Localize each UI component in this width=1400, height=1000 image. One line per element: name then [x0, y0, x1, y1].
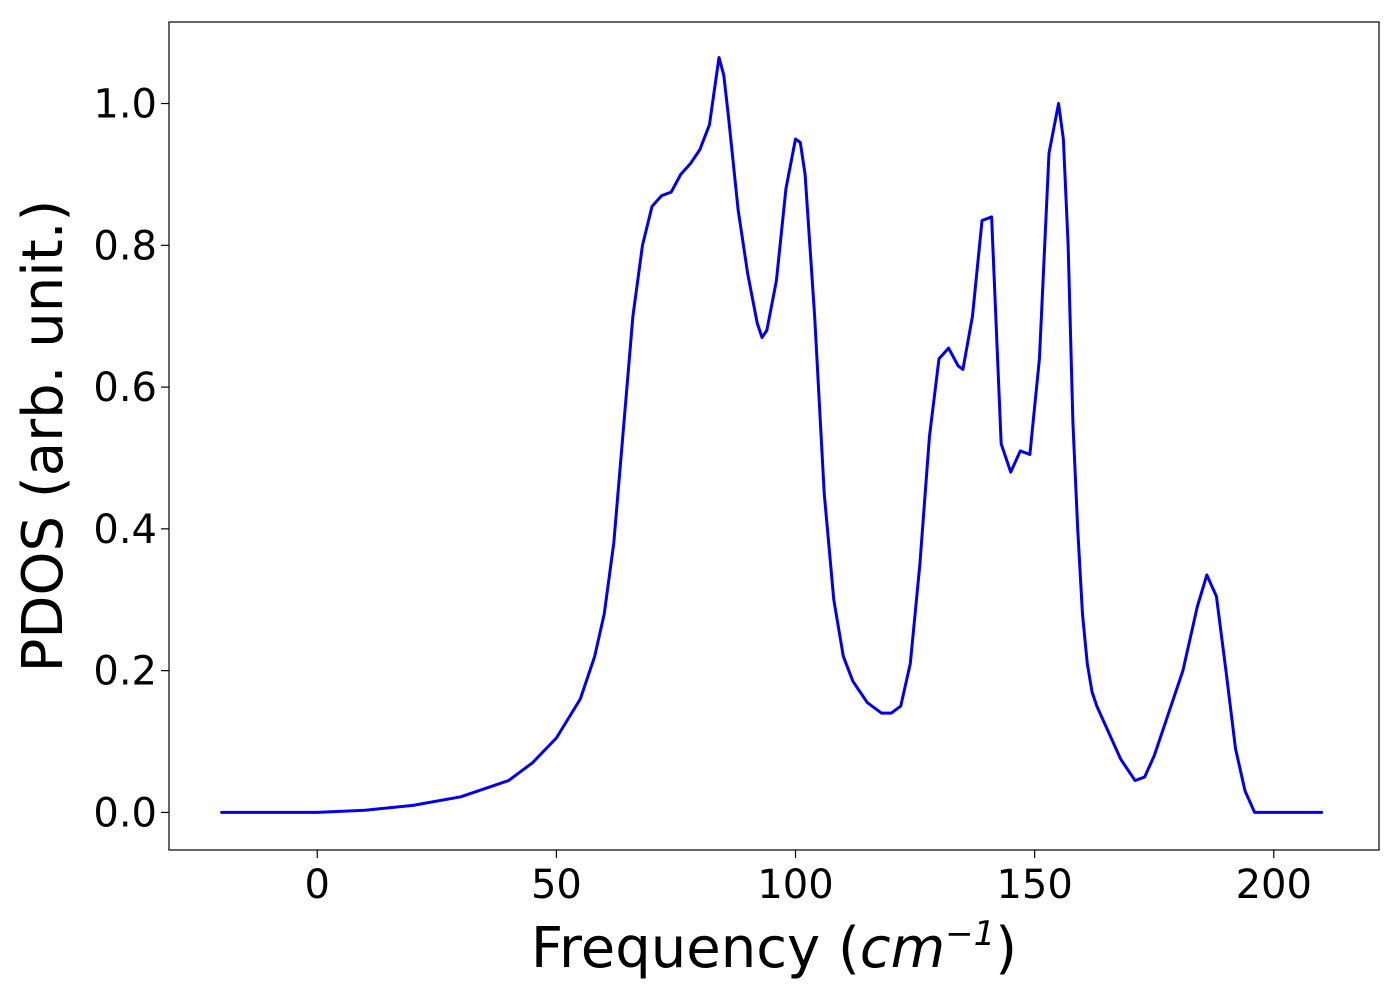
x-axis-title-text: Frequency — [531, 916, 820, 981]
x-axis-ticks: 0 50 100 150 200 — [305, 850, 1312, 908]
y-axis-ticks: 0.0 0.2 0.4 0.6 0.8 1.0 — [93, 82, 169, 836]
pdos-series-line — [220, 55, 1324, 814]
x-tick-label: 150 — [996, 862, 1072, 908]
x-tick-label: 100 — [757, 862, 833, 908]
y-tick-label: 1.0 — [93, 82, 157, 128]
x-tick-label: 50 — [531, 862, 582, 908]
y-tick-label: 0.4 — [93, 507, 157, 553]
plot-area-frame — [168, 21, 1380, 851]
y-tick-label: 0.0 — [93, 790, 157, 836]
x-tick-label: 0 — [305, 862, 330, 908]
x-axis-title: Frequency (cm−1) — [531, 914, 1017, 981]
y-tick-label: 0.8 — [93, 223, 157, 269]
x-axis-title-close-paren: ) — [995, 916, 1017, 981]
y-tick-label: 0.6 — [93, 365, 157, 411]
x-axis-title-open-paren: ( — [820, 916, 860, 981]
x-tick-label: 200 — [1236, 862, 1312, 908]
y-tick-label: 0.2 — [93, 649, 157, 695]
y-axis-title: PDOS (arb. unit.) — [11, 200, 76, 673]
x-axis-title-unit: cm — [860, 916, 945, 981]
x-axis-title-unit-exponent: −1 — [945, 914, 995, 954]
